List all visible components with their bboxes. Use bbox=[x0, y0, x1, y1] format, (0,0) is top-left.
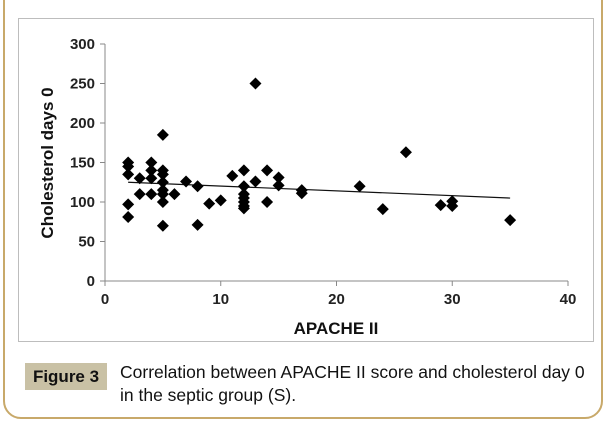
x-tick-label: 40 bbox=[560, 291, 577, 308]
data-point bbox=[122, 160, 135, 173]
data-point bbox=[156, 219, 169, 232]
data-point bbox=[237, 164, 250, 177]
data-point bbox=[237, 202, 250, 215]
data-point bbox=[446, 199, 459, 212]
y-axis-title: Cholesterol days 0 bbox=[38, 87, 57, 238]
data-point bbox=[249, 175, 262, 188]
data-point bbox=[191, 218, 204, 231]
figure-label: Figure 3 bbox=[25, 363, 107, 390]
data-point bbox=[434, 199, 447, 212]
y-tick-label: 0 bbox=[87, 273, 95, 290]
x-tick-label: 0 bbox=[101, 291, 109, 308]
trendline bbox=[128, 181, 511, 199]
data-point bbox=[145, 172, 158, 185]
data-point bbox=[156, 196, 169, 208]
x-axis-title: APACHE II bbox=[294, 319, 379, 338]
y-tick-label: 150 bbox=[70, 155, 95, 172]
y-tick-label: 50 bbox=[78, 234, 95, 251]
data-point bbox=[504, 214, 517, 227]
y-tick-label: 250 bbox=[70, 76, 95, 93]
data-point bbox=[261, 164, 274, 177]
data-point bbox=[203, 197, 216, 210]
data-point bbox=[122, 198, 135, 211]
data-point bbox=[122, 211, 135, 224]
data-point bbox=[156, 168, 169, 181]
y-tick-label: 200 bbox=[70, 115, 95, 132]
data-point bbox=[272, 179, 285, 192]
data-point bbox=[122, 168, 135, 181]
data-point bbox=[237, 180, 250, 193]
y-tick-label: 300 bbox=[70, 36, 95, 53]
data-point bbox=[214, 194, 227, 207]
data-point bbox=[168, 188, 181, 201]
data-point bbox=[133, 188, 146, 201]
data-point bbox=[272, 171, 285, 184]
data-point bbox=[180, 175, 193, 188]
data-point bbox=[145, 164, 158, 177]
data-point bbox=[145, 188, 158, 201]
x-tick-label: 10 bbox=[212, 291, 229, 308]
y-tick-label: 100 bbox=[70, 194, 95, 211]
data-point bbox=[261, 196, 274, 208]
data-point bbox=[156, 128, 169, 141]
data-point bbox=[133, 172, 146, 185]
x-tick-label: 30 bbox=[444, 291, 461, 308]
data-point bbox=[191, 180, 204, 193]
data-point bbox=[145, 156, 158, 169]
data-point bbox=[399, 146, 412, 159]
chart-area bbox=[18, 18, 594, 342]
data-point bbox=[376, 203, 389, 216]
x-tick-label: 20 bbox=[328, 291, 345, 308]
data-point bbox=[249, 77, 262, 90]
data-point bbox=[156, 176, 169, 189]
data-point bbox=[156, 188, 169, 201]
figure-frame bbox=[3, 0, 603, 419]
data-point bbox=[226, 169, 239, 182]
data-point bbox=[295, 187, 308, 200]
figure-caption: Correlation between APACHE II score and … bbox=[120, 362, 585, 405]
data-point bbox=[353, 180, 366, 193]
